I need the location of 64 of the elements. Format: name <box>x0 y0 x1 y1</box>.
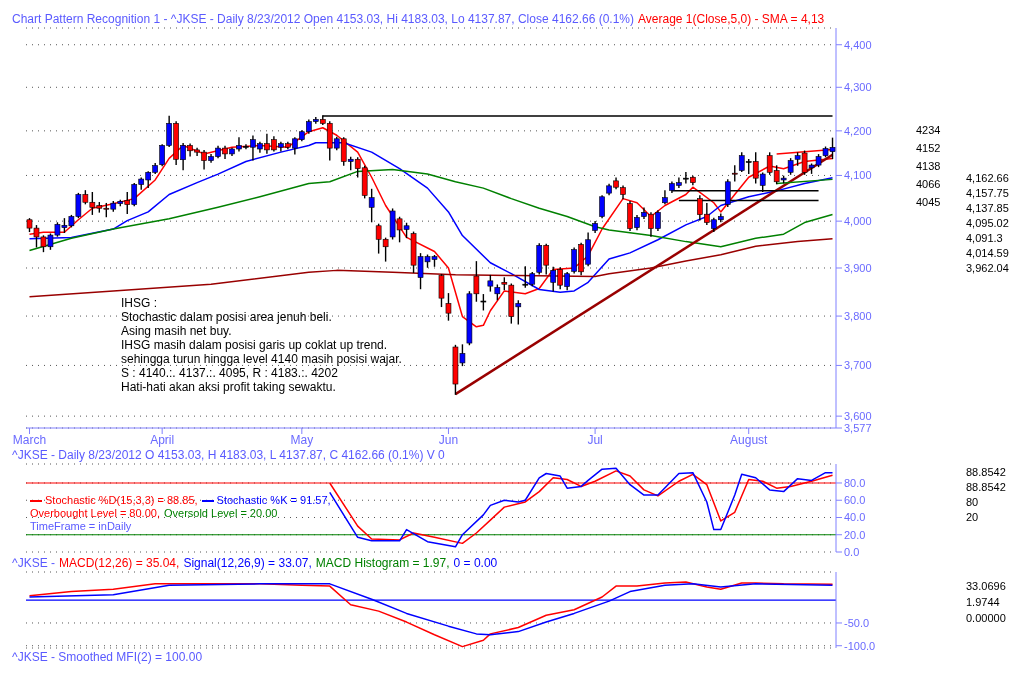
text: MACD Histogram = 1.97, <box>315 556 450 570</box>
legend-label: Stochastic %K = 91.57, <box>215 494 331 506</box>
chart-title: ^JKSE - Daily 8/23/2012 O 4153.03, H 4183.03, L 4137.87, C 4162.66 (0.1%) V 0 <box>12 448 445 462</box>
y-tick-label: 3,600 <box>844 410 872 423</box>
line-series <box>28 583 834 636</box>
text: 3,962.04 <box>966 262 1009 275</box>
text: 4,091.3 <box>966 232 1003 245</box>
y-tick-label: 3,577 <box>844 421 872 434</box>
y-tick-label: 4,000 <box>844 215 872 228</box>
candlestick <box>599 195 605 219</box>
y-tick-label: 20.0 <box>844 528 866 541</box>
text: 4138 <box>916 160 941 173</box>
ref-line-label: Overbought Level = 80.00, <box>30 507 160 519</box>
text: 4045 <box>916 196 941 209</box>
text: 4066 <box>916 178 941 191</box>
series-label: MACD(12,26) = 35.04, <box>58 556 180 570</box>
text: ^JKSE - Smoothed MFI(2) = 100.00 <box>12 650 203 664</box>
x-tick-label: May <box>290 433 314 447</box>
text: 0.00000 <box>966 611 1006 625</box>
y-tick-label: -50.0 <box>844 616 870 629</box>
line-series <box>28 127 834 328</box>
y-tick-label: 4,300 <box>844 81 872 94</box>
chart-title: Chart Pattern Recognition 1 - ^JKSE - Daily 8/23/2012 Open 4153.03, Hi 4183.03, Lo 4137.87, Close 4162.66 (0.1%) <box>12 12 635 26</box>
x-tick-label: August <box>730 433 769 447</box>
series-label: Signal(12,26,9) = 33.07, <box>183 556 312 570</box>
ref-line-label: 0 = 0.00 <box>453 556 498 570</box>
text: 4,157.75 <box>966 187 1009 200</box>
text: 1.9744 <box>966 595 1000 609</box>
text: 4,095.02 <box>966 217 1009 230</box>
candlestick <box>438 273 445 308</box>
y-tick-label: 4,400 <box>844 38 872 51</box>
y-tick-label: 4,100 <box>844 169 872 182</box>
y-tick-label: 0.0 <box>844 545 860 558</box>
x-tick-label: Jul <box>587 433 603 447</box>
text: 88.8542 <box>966 480 1006 494</box>
text: Average 1(Close,5,0) - SMA = 4,13 <box>638 12 825 26</box>
text: 4,162.66 <box>966 172 1009 185</box>
legend-label: Stochastic %D(15,3,3) = 88.85, <box>44 494 198 506</box>
line-series <box>28 168 834 252</box>
x-tick-label: April <box>150 433 175 447</box>
y-tick-label: 3,900 <box>844 261 872 274</box>
y-tick-label: 40.0 <box>844 511 866 524</box>
text: 4,137.85 <box>966 202 1009 215</box>
y-tick-label: 4,200 <box>844 124 872 137</box>
annotation: TimeFrame = inDaily <box>30 520 132 532</box>
chart-title: ^JKSE - <box>12 556 55 570</box>
text: 88.8542 <box>966 465 1006 479</box>
y-tick-label: 80.0 <box>844 476 866 489</box>
text: 4152 <box>916 142 941 155</box>
text: 33.0696 <box>966 579 1006 593</box>
candlestick <box>368 188 375 223</box>
x-tick-label: Jun <box>438 433 459 447</box>
text: 4,014.59 <box>966 247 1009 260</box>
text: 20 <box>966 510 979 524</box>
ref-line-label: Oversold Level = 20.00 <box>163 507 278 519</box>
candlestick <box>445 293 452 321</box>
y-tick-label: 3,800 <box>844 309 872 322</box>
y-tick-label: 3,700 <box>844 359 872 372</box>
y-tick-label: -100.0 <box>844 639 876 652</box>
text: 80 <box>966 495 979 509</box>
annotation: IHSG : Stochastic dalam posisi area jenuh beli. Asing masih net buy. IHSG masih dalam posisi garis up coklat up trend. sehingga turun hingga level 4140 masih posisi wajar. S : 4140.:. 4137.:. 4095, R : 4183.:. 4202 Hati-hati akan aksi profit taking sewaktu. <box>121 296 402 394</box>
y-tick-label: 60.0 <box>844 494 866 507</box>
x-tick-label: March <box>12 433 47 447</box>
text: 4234 <box>916 124 941 137</box>
